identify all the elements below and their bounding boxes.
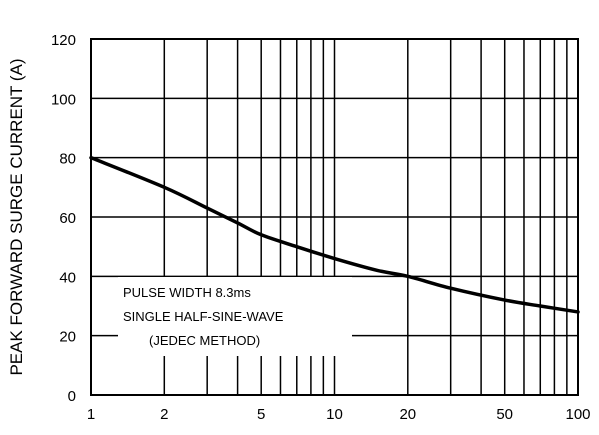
y-tick-label: 0 bbox=[68, 388, 76, 405]
annotation-line-3: (JEDEC METHOD) bbox=[149, 333, 260, 348]
y-tick-label: 120 bbox=[51, 32, 76, 49]
x-tick-label: 10 bbox=[326, 406, 343, 423]
y-tick-label: 100 bbox=[51, 91, 76, 108]
y-tick-label: 20 bbox=[59, 329, 76, 346]
x-tick-label: 20 bbox=[399, 406, 416, 423]
surge-current-curve bbox=[89, 155, 580, 314]
annotation-line-1: PULSE WIDTH 8.3ms bbox=[123, 285, 251, 300]
series-layer bbox=[89, 155, 580, 314]
y-axis-label: PEAK FORWARD SURGE CURRENT (A) bbox=[7, 58, 26, 375]
annotation-line-2: SINGLE HALF-SINE-WAVE bbox=[123, 309, 284, 324]
annotation-box bbox=[118, 277, 352, 356]
y-tick-label: 80 bbox=[59, 151, 76, 168]
annotation-text: PULSE WIDTH 8.3ms SINGLE HALF-SINE-WAVE … bbox=[123, 285, 284, 348]
x-tick-label: 5 bbox=[257, 406, 265, 423]
y-tick-label: 40 bbox=[59, 269, 76, 286]
x-tick-label: 2 bbox=[160, 406, 168, 423]
plot-frame bbox=[90, 38, 579, 396]
x-tick-label: 50 bbox=[496, 406, 513, 423]
x-tick-label: 1 bbox=[87, 406, 95, 423]
y-tick-label: 60 bbox=[59, 210, 76, 227]
x-tick-label: 100 bbox=[565, 406, 590, 423]
tick-label-layer: 1 2 5 10 20 50 100 0 20 40 60 80 100 120 bbox=[51, 32, 591, 423]
